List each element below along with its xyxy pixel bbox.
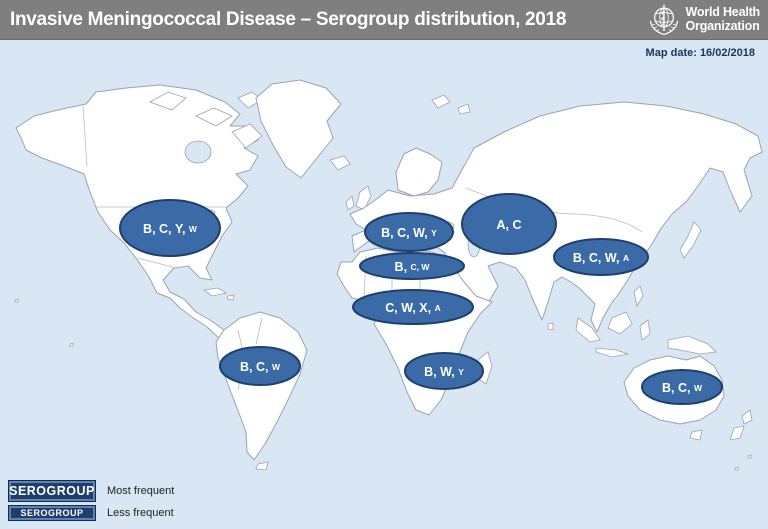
svg-text:C, W, X, A: C, W, X, A [385,301,440,315]
legend: SEROGROUP Most frequent SEROGROUP Less f… [8,480,174,521]
svg-text:B, C, Y, W: B, C, Y, W [143,222,198,236]
serogroup-bubble-europe: B, C, W, Y [364,212,454,252]
who-logo-text: World Health Organization [685,4,761,34]
who-logo-line2: Organization [685,18,760,33]
legend-swatch-less-frequent: SEROGROUP [8,505,96,521]
landmass-scandinavia [395,147,443,197]
svalbard-islands [431,94,471,115]
caribbean-islands [202,287,235,301]
pacific-islands [14,298,752,471]
serogroup-bubble-central-asia: A, C [461,193,557,255]
world-map: B, C, Y, W B, C, W, Y B, C, W C, W, X, A B, … [14,79,763,471]
serogroup-bubble-east-asia: B, C, W, A [553,238,649,276]
legend-most-frequent-row: SEROGROUP Most frequent [8,480,174,502]
hudson-bay [184,140,212,164]
svg-text:B, C, W: B, C, W [395,260,431,274]
svg-text:B, W, Y: B, W, Y [424,365,464,379]
new-guinea [667,335,717,355]
serogroup-bubble-australia: B, C, W [641,369,723,405]
new-zealand [729,409,753,441]
serogroup-bubble-south-america: B, C, W [219,346,301,386]
svg-text:A, C: A, C [496,218,521,232]
landmass-south-america [215,311,308,461]
map-area: B, C, Y, W B, C, W, Y B, C, W C, W, X, A B, … [0,40,768,529]
serogroup-bubble-north-africa: B, C, W [359,252,465,280]
indonesia-islands [575,311,651,358]
svg-text:B, C, W, Y: B, C, W, Y [381,226,437,240]
tasmania [689,429,703,441]
legend-swatch-most-frequent: SEROGROUP [8,480,96,502]
map-date-label: Map date: 16/02/2018 [645,47,755,59]
philippines [633,285,644,308]
legend-less-frequent-row: SEROGROUP Less frequent [8,505,174,521]
who-emblem-icon [647,3,681,37]
serogroup-bubble-southern-africa: B, W, Y [404,352,484,390]
svg-text:B, C, W: B, C, W [662,381,703,395]
who-logo-line1: World Health [685,4,761,19]
header-bar: Invasive Meningococcal Disease – Serogro… [0,0,768,40]
tierra-del-fuego [255,461,269,471]
arctic-islands [149,91,263,149]
serogroup-bubble-north-america: B, C, Y, W [119,199,221,257]
page-title: Invasive Meningococcal Disease – Serogro… [10,8,567,30]
sri-lanka [547,322,554,331]
svg-text:B, C, W: B, C, W [240,360,281,374]
serogroup-bubble-sahel-africa: C, W, X, A [352,289,474,325]
svg-text:B, C, W, A: B, C, W, A [573,251,629,265]
landmass-greenland [255,79,342,179]
legend-label-most-frequent: Most frequent [107,485,175,497]
who-logo: World Health Organization [647,3,760,37]
iceland [329,155,351,171]
legend-label-less-frequent: Less frequent [107,507,174,519]
japan [679,221,702,259]
